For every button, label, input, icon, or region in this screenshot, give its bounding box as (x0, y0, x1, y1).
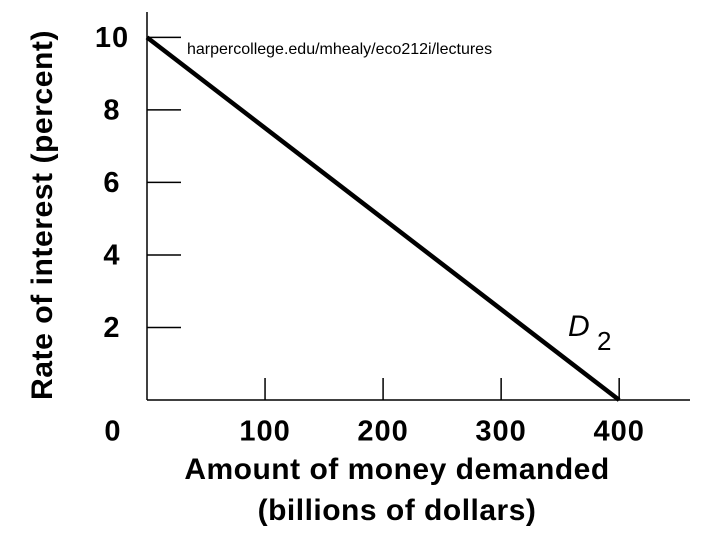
x-axis-title: Amount of money demanded (184, 453, 609, 486)
line-label-subscript: 2 (597, 326, 611, 356)
y-tick-label: 8 (103, 95, 120, 127)
x-tick-label: 400 (593, 416, 644, 448)
demand-line (145, 35, 621, 402)
x-axis-title: (billions of dollars) (258, 494, 537, 527)
y-tick-label: 10 (95, 22, 129, 54)
x-tick-label: 200 (357, 416, 408, 448)
annotation: harpercollege.edu/mhealy/eco212i/lecture… (187, 41, 492, 58)
y-tick-label: 2 (103, 312, 120, 344)
x-tick-label: 100 (239, 416, 290, 448)
y-tick-label: 4 (103, 240, 120, 272)
line-label: D (568, 310, 590, 343)
x-tick-label: 300 (475, 416, 526, 448)
x-tick-label: 0 (104, 416, 121, 448)
y-tick-label: 6 (103, 167, 120, 199)
y-axis-title: Rate of interest (percent) (26, 30, 59, 400)
